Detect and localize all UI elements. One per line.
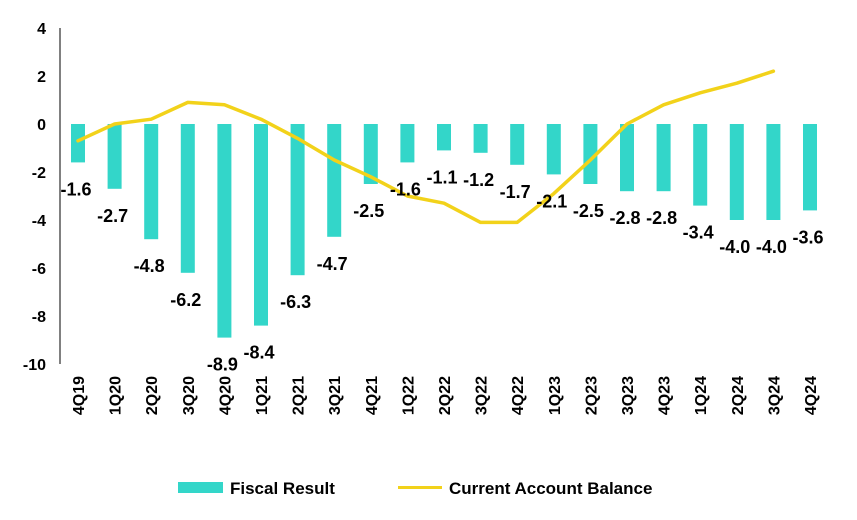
bar-fiscal-result [546, 124, 561, 175]
x-tick-label: 1Q21 [254, 376, 271, 415]
bar-fiscal-result [107, 124, 122, 189]
x-tick-label: 3Q22 [474, 376, 491, 415]
x-tick-label: 1Q20 [108, 376, 125, 415]
x-tick-label: 4Q19 [71, 376, 88, 415]
bar-data-labels: -1.6 -2.7 -4.8-6.2 -8.9-8.4 -6.3 -4.7 -2.5 -1.6… [60, 167, 823, 374]
bar-data-label: -2.8 [609, 208, 640, 228]
x-tick-label: 3Q21 [327, 376, 344, 415]
bar-fiscal-result [766, 124, 781, 220]
legend: Fiscal Result Current Account Balance [178, 479, 652, 498]
y-tick-label: -8 [32, 309, 46, 326]
bar-data-label: -3.6 [792, 227, 823, 247]
bar-data-label: -3.4 [683, 223, 714, 243]
bar-data-label: -4.8 [134, 256, 165, 276]
x-axis-ticks: 4Q19 1Q20 2Q20 3Q20 4Q20 1Q21 2Q21 3Q21 4Q21 1Q22… [71, 376, 820, 415]
x-tick-label: 1Q22 [400, 376, 417, 415]
bar-fiscal-result [217, 124, 232, 338]
x-tick-label: 4Q21 [364, 376, 381, 415]
bar-fiscal-result [583, 124, 598, 184]
bar-data-label: -6.3 [280, 292, 311, 312]
bar-data-label: -1.7 [500, 182, 531, 202]
x-tick-label: 4Q24 [803, 376, 820, 415]
x-tick-label: 1Q23 [547, 376, 564, 415]
x-tick-label: 2Q23 [583, 376, 600, 415]
legend-label-fiscal-result: Fiscal Result [230, 479, 335, 498]
bar-data-label: -2.5 [353, 201, 384, 221]
bar-data-label: -4.7 [317, 254, 348, 274]
bar-data-label: -2.8 [646, 208, 677, 228]
x-tick-label: 4Q20 [217, 376, 234, 415]
bar-fiscal-result [363, 124, 378, 184]
bar-fiscal-result [803, 124, 817, 211]
x-tick-label: 2Q21 [291, 376, 308, 415]
x-tick-label: 2Q22 [437, 376, 454, 415]
line-current-account-balance [76, 69, 776, 225]
bar-data-label: -4.0 [756, 237, 787, 257]
x-tick-label: 4Q22 [510, 376, 527, 415]
y-axis-ticks: 4 2 0 -2 -4 -6 -8 -10 [23, 21, 46, 374]
bar-data-label: -2.5 [573, 201, 604, 221]
x-tick-label: 1Q24 [693, 376, 710, 415]
bar-data-label: -2.1 [536, 191, 567, 211]
x-tick-label: 4Q23 [657, 376, 674, 415]
bar-fiscal-result [400, 124, 415, 163]
bar-data-label: -1.6 [60, 179, 91, 199]
bar-data-label: -1.1 [426, 167, 457, 187]
y-tick-label: 4 [37, 21, 46, 38]
y-tick-label: 0 [37, 117, 46, 134]
bar-fiscal-result [437, 124, 451, 151]
bar-fiscal-result [620, 124, 634, 192]
bar-fiscal-result [290, 124, 305, 276]
bar-data-label: -8.4 [243, 343, 274, 363]
y-tick-label: -6 [32, 261, 46, 278]
legend-swatch-fiscal-result [178, 482, 223, 493]
bar-data-label: -1.2 [463, 170, 494, 190]
x-tick-label: 3Q20 [181, 376, 198, 415]
x-tick-label: 3Q24 [766, 376, 783, 415]
x-tick-label: 2Q20 [144, 376, 161, 415]
y-tick-label: -10 [23, 357, 46, 374]
x-tick-label: 2Q24 [730, 376, 747, 415]
x-tick-label: 3Q23 [620, 376, 637, 415]
bar-fiscal-result [473, 124, 488, 153]
y-tick-label: -4 [32, 213, 46, 230]
bar-fiscal-result [656, 124, 671, 192]
y-tick-label: 2 [37, 69, 46, 86]
current-account-line-layer [76, 69, 776, 225]
bar-fiscal-result [71, 124, 85, 163]
fiscal-result-bars [71, 124, 817, 338]
bar-data-label: -8.9 [207, 355, 238, 375]
bar-data-label: -2.7 [97, 206, 128, 226]
bar-data-label: -4.0 [719, 237, 750, 257]
bar-data-label: -1.6 [390, 179, 421, 199]
bar-fiscal-result [327, 124, 342, 237]
bar-fiscal-result [729, 124, 744, 220]
bar-fiscal-result [144, 124, 159, 240]
bar-data-label: -6.2 [170, 290, 201, 310]
y-tick-label: -2 [32, 165, 46, 182]
bar-fiscal-result [180, 124, 195, 273]
legend-label-current-account: Current Account Balance [449, 479, 652, 498]
bar-fiscal-result [693, 124, 708, 206]
bar-fiscal-result [254, 124, 268, 326]
bar-fiscal-result [510, 124, 525, 165]
